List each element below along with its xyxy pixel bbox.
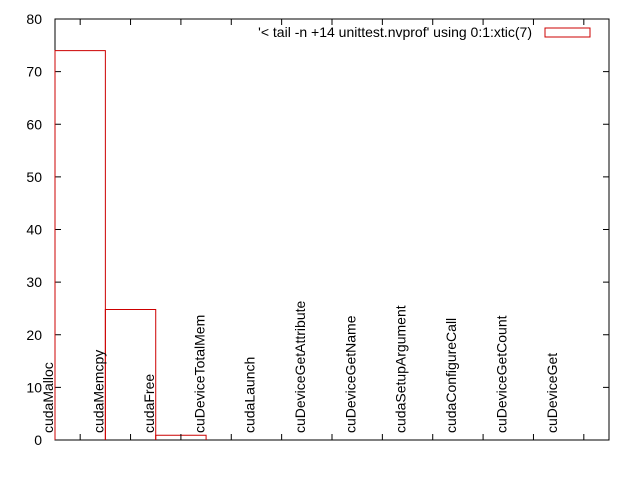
category-label: cuDeviceGetAttribute [292,301,308,433]
x-axis: cudaMalloc cudaMemcpy cudaFree cuDeviceTota… [40,19,585,440]
category-label: cuDeviceTotalMem [191,315,207,433]
legend-label: '< tail -n +14 unittest.nvprof' using 0:… [258,24,532,40]
bar-cudaMalloc [54,50,106,440]
y-tick-label: 50 [26,169,42,185]
y-tick-label: 70 [26,64,42,80]
bar-cudaMemcpy [104,308,157,440]
category-label: cuDeviceGetName [342,315,358,433]
bar-series [54,50,207,440]
category-label: cudaLaunch [242,357,258,433]
y-tick-label: 10 [26,379,42,395]
y-tick-label: 80 [26,11,42,27]
plot-frame [54,18,610,441]
y-tick-label: 0 [34,432,42,448]
category-label: cudaSetupArgument [393,305,409,433]
y-tick-label: 20 [26,327,42,343]
y-tick-label: 30 [26,274,42,290]
category-label: cuDeviceGet [544,353,560,433]
plot-border [54,18,610,441]
category-label: cudaMalloc [40,362,56,433]
y-axis: 0 10 20 30 40 50 60 70 80 [26,11,609,448]
category-label: cudaConfigureCall [443,318,459,433]
category-label: cuDeviceGetCount [493,315,509,433]
category-label: cudaMemcpy [91,350,107,433]
y-tick-label: 40 [26,222,42,238]
y-tick-label: 60 [26,116,42,132]
category-label: cudaFree [141,374,157,433]
legend-swatch [544,27,591,38]
legend: '< tail -n +14 unittest.nvprof' using 0:… [258,24,591,40]
